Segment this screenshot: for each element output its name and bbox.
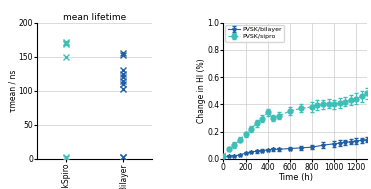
Y-axis label: τmean / ns: τmean / ns [8, 70, 17, 112]
Y-axis label: Change in HI (%): Change in HI (%) [197, 58, 206, 123]
Title: mean lifetime: mean lifetime [63, 13, 126, 22]
X-axis label: Time (h): Time (h) [278, 173, 313, 182]
Legend: PVSK/bilayer, PVSK/sipro: PVSK/bilayer, PVSK/sipro [225, 25, 284, 42]
